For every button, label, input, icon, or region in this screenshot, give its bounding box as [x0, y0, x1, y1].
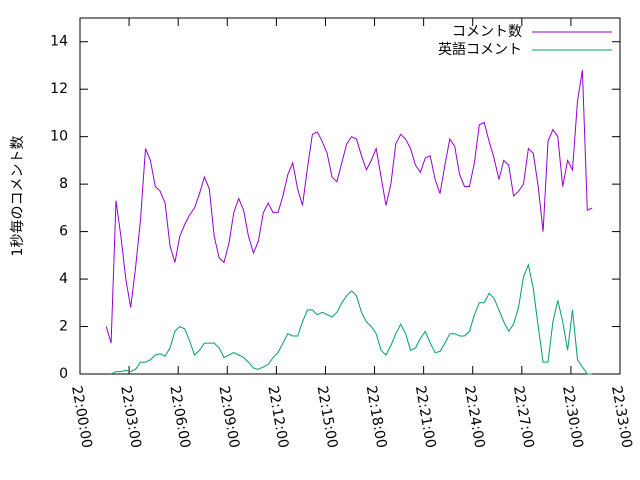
x-tick-label: 22:09:00	[215, 385, 242, 450]
x-tick-label: 22:03:00	[117, 385, 144, 450]
y-tick-label: 14	[50, 34, 68, 50]
x-tick-label: 22:27:00	[510, 385, 537, 450]
x-tick-label: 22:18:00	[363, 385, 390, 450]
x-tick-label: 22:33:00	[608, 385, 635, 450]
legend-label: 英語コメント	[438, 41, 522, 58]
y-tick-label: 10	[50, 129, 68, 145]
y-tick-label: 0	[59, 366, 68, 382]
x-tick-label: 22:21:00	[412, 385, 439, 450]
x-tick-label: 22:24:00	[461, 385, 488, 450]
series-line	[105, 70, 593, 344]
y-tick-label: 4	[59, 271, 68, 287]
plot-frame	[79, 17, 621, 375]
series-line	[110, 263, 593, 375]
x-tick-label: 22:06:00	[166, 385, 193, 450]
y-tick-label: 2	[59, 319, 68, 335]
legend-label: コメント数	[452, 24, 522, 40]
x-tick-label: 22:00:00	[68, 385, 95, 450]
y-tick-label: 6	[59, 224, 68, 240]
x-tick-label: 22:15:00	[314, 385, 341, 450]
y-tick-label: 12	[50, 81, 68, 97]
x-tick-label: 22:12:00	[264, 385, 291, 450]
y-tick-label: 8	[59, 176, 68, 192]
y-axis-label: 1秒毎のコメント数	[10, 136, 26, 257]
x-tick-label: 22:30:00	[559, 385, 586, 450]
